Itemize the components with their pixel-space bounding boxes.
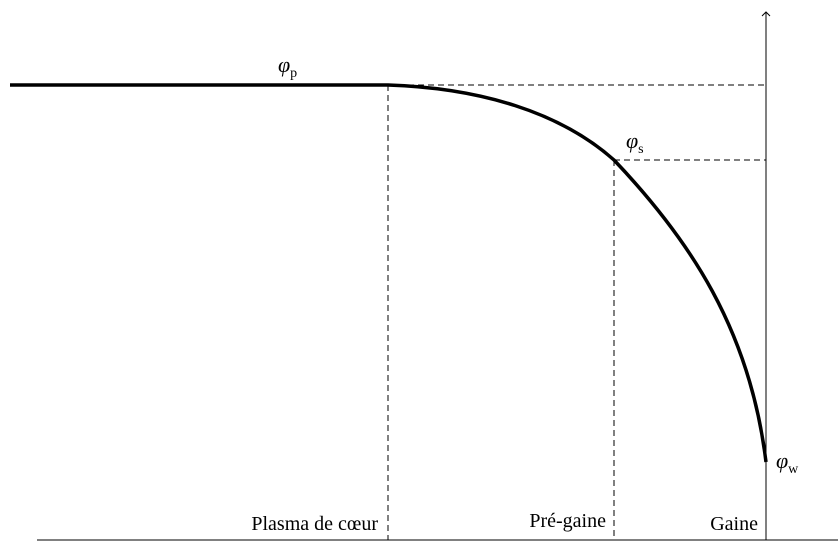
phi-s-label: φs [626,128,644,157]
potential-curve [10,83,768,463]
phi-w-label: φw [776,448,799,477]
region-label: Pré-gaine [529,510,606,532]
region-label: Plasma de cœur [251,513,378,535]
phi-p-label: φp [278,52,297,81]
region-label: Gaine [710,513,758,535]
